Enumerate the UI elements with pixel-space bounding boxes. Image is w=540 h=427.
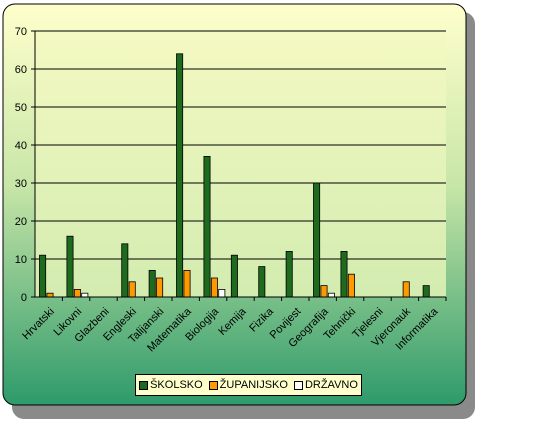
gridlines (35, 30, 446, 260)
bar-zupanijsko-11 (347, 273, 355, 298)
bar-zupanijsko-13 (402, 281, 410, 298)
plot-area (35, 31, 446, 297)
bar-skolsko-6 (203, 155, 211, 298)
bar-skolsko-14 (422, 285, 430, 298)
bar-zupanijsko-3 (128, 281, 136, 298)
y-tick-label: 50 (15, 102, 27, 114)
bar-skolsko-8 (258, 266, 266, 298)
y-tick-label: 60 (15, 64, 27, 76)
y-tick-label: 20 (15, 216, 27, 228)
bar-zupanijsko-4 (156, 277, 164, 298)
bar-skolsko-3 (121, 243, 129, 298)
y-tick-label: 30 (15, 178, 27, 190)
legend-label-zupanijsko: ŽUPANIJSKO (219, 379, 288, 391)
y-tick-label: 70 (15, 26, 27, 38)
legend-item-skolsko: ŠKOLSKO (139, 379, 203, 391)
bar-zupanijsko-6 (210, 277, 218, 298)
y-tick-label: 10 (15, 254, 27, 266)
bar-skolsko-1 (66, 235, 74, 298)
legend-item-drzavno: DRŽAVNO (293, 379, 358, 391)
bar-skolsko-5 (176, 53, 184, 298)
y-tick-labels: 0 10 20 30 40 50 60 70 (15, 26, 35, 304)
legend-swatch-drzavno (293, 380, 303, 390)
bar-skolsko-4 (148, 269, 156, 298)
bar-zupanijsko-0 (46, 292, 54, 298)
bar-skolsko-7 (230, 254, 238, 298)
bar-skolsko-0 (39, 254, 47, 298)
legend: ŠKOLSKO ŽUPANIJSKO DRŽAVNO (135, 374, 362, 396)
legend-swatch-zupanijsko (208, 380, 218, 390)
legend-swatch-skolsko (139, 380, 149, 390)
y-tick-label: 40 (15, 140, 27, 152)
legend-label-drzavno: DRŽAVNO (304, 379, 358, 391)
legend-label-skolsko: ŠKOLSKO (150, 379, 203, 391)
bar-drzavno-6 (218, 288, 226, 298)
bar-drzavno-1 (81, 292, 89, 298)
bar-zupanijsko-5 (183, 269, 191, 298)
legend-item-zupanijsko: ŽUPANIJSKO (208, 379, 288, 391)
bar-skolsko-9 (285, 250, 293, 298)
bar-drzavno-10 (327, 292, 335, 298)
bar-skolsko-11 (340, 250, 348, 298)
bars (39, 53, 430, 298)
bar-skolsko-10 (313, 182, 321, 298)
bar-zupanijsko-1 (73, 288, 81, 298)
bar-zupanijsko-10 (320, 285, 328, 298)
axes (34, 31, 447, 301)
y-tick-label: 0 (21, 292, 27, 304)
